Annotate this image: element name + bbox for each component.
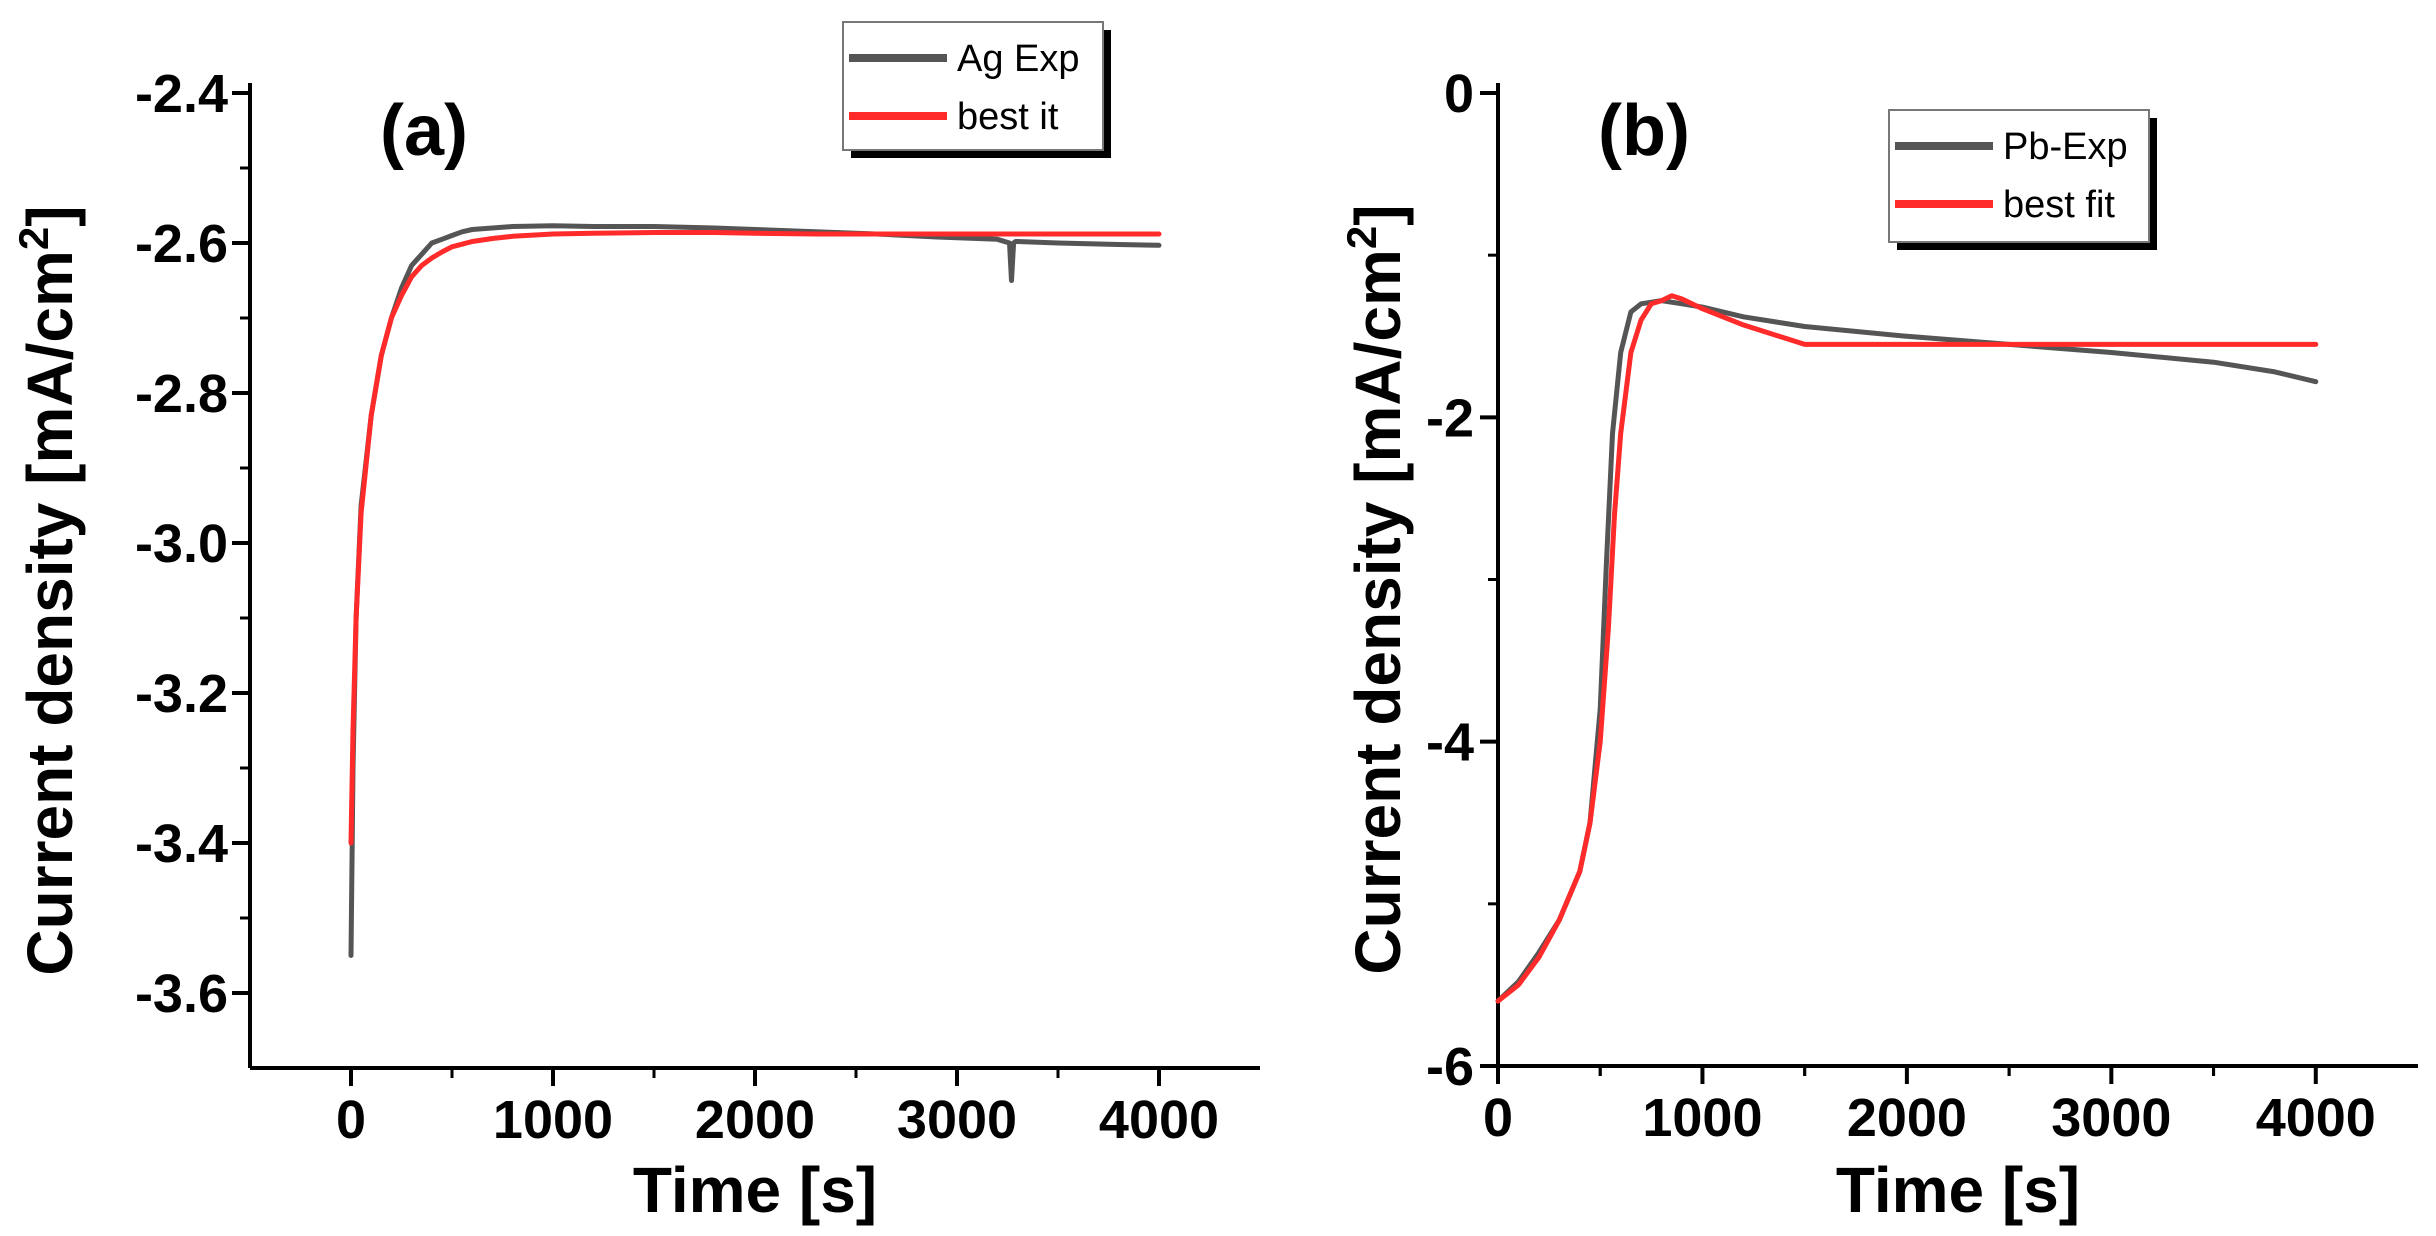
y-tick-label: -2.4 — [135, 64, 228, 124]
x-tick-label: 2000 — [1847, 1088, 1967, 1148]
y-tick-label: -3.2 — [135, 664, 228, 724]
panel-label: (b) — [1598, 91, 1690, 171]
legend-label: best it — [957, 96, 1059, 138]
legend: Pb-Exp best fit — [1888, 109, 2157, 250]
y-tick-label: -6 — [1426, 1037, 1474, 1097]
x-tick-label: 1000 — [1642, 1088, 1762, 1148]
series-line-fit — [348, 230, 1162, 846]
series-line-experimental — [1495, 298, 2319, 1004]
x-tick-label: 0 — [1483, 1088, 1513, 1148]
chart-panel-a: 0 1000 2000 3000 4000 -2.4 -2.6 -2.8 -3.0 -3.2 -3.… — [10, 21, 1260, 1226]
series-line-fit — [1495, 293, 2319, 1004]
x-tick-label: 1000 — [493, 1090, 613, 1150]
series-line-experimental — [348, 223, 1162, 958]
legend: Ag Exp best it — [842, 21, 1111, 158]
y-tick-label: -4 — [1426, 713, 1474, 773]
x-tick-label: 4000 — [1099, 1090, 1219, 1150]
y-tick-label: 0 — [1444, 64, 1474, 124]
x-tick-label: 3000 — [897, 1090, 1017, 1150]
y-tick-label: -3.0 — [135, 514, 228, 574]
legend-box — [842, 21, 1104, 151]
chart-panel-b: 0 1000 2000 3000 4000 0 -2 -4 -6 Time [s] Current … — [1338, 64, 2418, 1226]
legend-label: Pb-Exp — [2003, 126, 2128, 168]
y-tick-label: -3.4 — [135, 814, 228, 874]
x-tick-label: 4000 — [2256, 1088, 2376, 1148]
y-tick-label: -3.6 — [135, 964, 228, 1024]
x-axis-title: Time [s] — [1836, 1154, 2080, 1226]
x-tick-label: 0 — [336, 1090, 366, 1150]
y-tick-label: -2.6 — [135, 214, 228, 274]
y-tick-label: -2 — [1426, 388, 1474, 448]
panel-label: (a) — [380, 91, 468, 171]
legend-box — [1888, 109, 2150, 243]
x-tick-label: 3000 — [2051, 1088, 2171, 1148]
y-axis-title: Current density [mA/cm2] — [1338, 204, 1414, 974]
x-axis-title: Time [s] — [633, 1154, 877, 1226]
legend-label: best fit — [2003, 184, 2115, 226]
x-tick-label: 2000 — [695, 1090, 815, 1150]
legend-label: Ag Exp — [957, 38, 1080, 80]
y-tick-label: -2.8 — [135, 364, 228, 424]
y-axis-title: Current density [mA/cm2] — [10, 205, 86, 975]
